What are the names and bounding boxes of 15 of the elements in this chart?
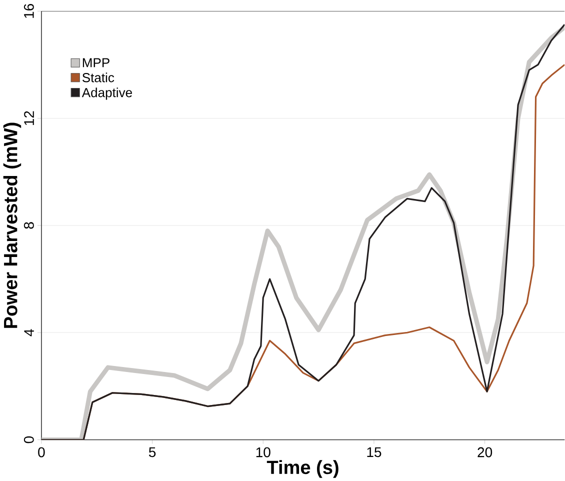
- legend-label: MPP: [82, 58, 110, 68]
- y-tick-label: 12: [24, 111, 34, 125]
- y-tick-label: 8: [24, 222, 34, 229]
- y-tick-label: 0: [24, 436, 34, 444]
- y-tick-label: 16: [24, 4, 34, 18]
- x-tick-label: 10: [256, 447, 270, 458]
- x-tick-label: 5: [148, 447, 156, 458]
- y-axis-title: Power Harvested (mW): [3, 122, 22, 328]
- x-tick-label: 0: [38, 447, 45, 458]
- y-tick-label: 4: [24, 329, 34, 336]
- x-tick-label: 15: [367, 447, 382, 458]
- legend-label: Static: [82, 72, 114, 82]
- x-axis-title: Time (s): [266, 460, 338, 478]
- legend-label: Adaptive: [82, 88, 132, 100]
- x-tick-label: 20: [478, 447, 492, 458]
